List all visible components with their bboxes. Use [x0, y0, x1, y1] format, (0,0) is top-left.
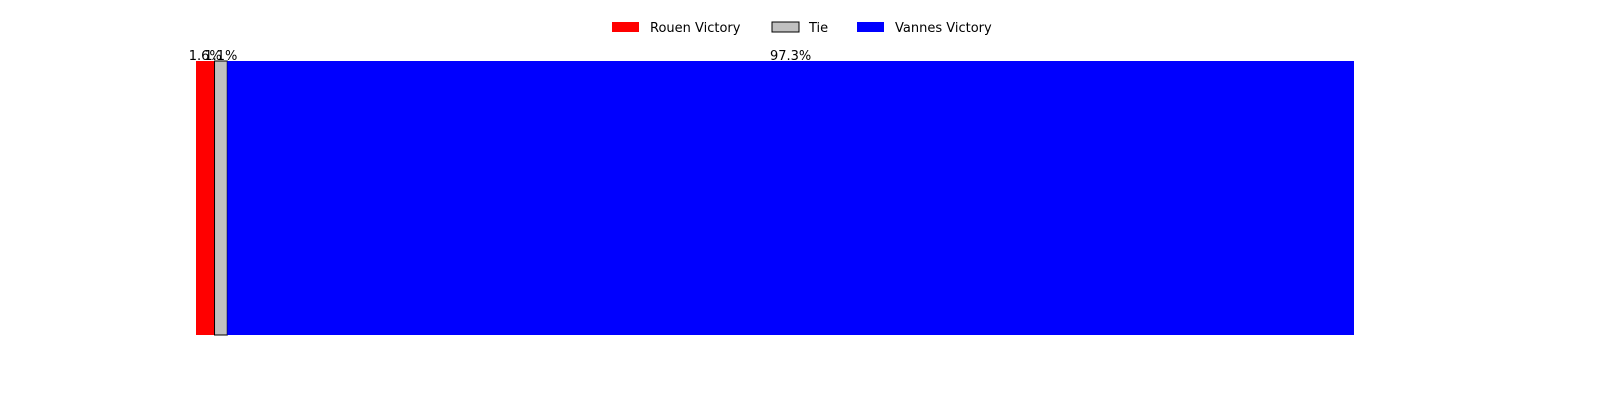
value-labels: 1.6%1.1% 97.3%: [189, 49, 812, 64]
bar-segment-tie: [214, 60, 228, 336]
legend-label-rouen-victory: Rouen Victory: [650, 21, 741, 36]
bar-segment-rouen-victory: [196, 61, 215, 335]
legend: Rouen Victory Tie Vannes Victory: [612, 21, 992, 36]
bar-stack: [196, 60, 1355, 336]
legend-label-tie: Tie: [808, 21, 828, 36]
bar-segment-vannes-victory: [227, 61, 1355, 335]
legend-label-vannes-victory: Vannes Victory: [895, 21, 992, 36]
legend-swatch-vannes-victory: [857, 22, 884, 32]
value-label-rouen-victory: 1.6%: [189, 49, 222, 64]
legend-swatch-rouen-victory: [612, 22, 639, 32]
value-label-vannes-victory: 97.3%: [770, 49, 811, 64]
value-label-tie: 1.1%: [204, 49, 237, 64]
legend-swatch-tie: [771, 21, 800, 33]
